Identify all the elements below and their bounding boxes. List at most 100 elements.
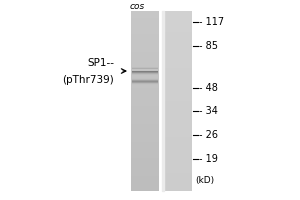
Bar xyxy=(130,101,159,104)
Bar xyxy=(130,56,159,59)
Bar xyxy=(130,108,159,110)
Bar xyxy=(164,52,192,54)
Text: - 85: - 85 xyxy=(199,41,218,51)
Bar xyxy=(130,119,159,122)
Bar xyxy=(130,74,159,77)
Bar xyxy=(164,137,192,140)
Bar xyxy=(164,41,192,43)
Bar xyxy=(164,11,192,13)
Text: - 48: - 48 xyxy=(199,83,218,93)
Bar xyxy=(164,122,192,124)
Bar xyxy=(164,59,192,61)
Text: - 117: - 117 xyxy=(199,17,224,27)
Bar xyxy=(130,135,159,137)
Bar xyxy=(164,29,192,32)
Bar xyxy=(164,176,192,178)
Bar xyxy=(130,146,159,149)
Bar xyxy=(130,160,159,162)
Bar xyxy=(130,65,159,68)
Bar xyxy=(164,16,192,18)
Bar xyxy=(164,160,192,162)
Bar xyxy=(164,149,192,151)
Bar xyxy=(130,52,159,54)
Bar xyxy=(130,113,159,115)
Bar xyxy=(130,68,159,70)
Bar xyxy=(164,38,192,41)
Bar xyxy=(164,72,192,74)
Bar xyxy=(130,16,159,18)
Bar xyxy=(130,142,159,144)
Bar xyxy=(130,95,159,97)
Bar xyxy=(164,32,192,34)
Bar xyxy=(164,27,192,29)
Bar xyxy=(164,25,192,27)
Bar xyxy=(164,108,192,110)
Bar xyxy=(130,47,159,50)
Bar xyxy=(130,158,159,160)
Bar xyxy=(164,45,192,47)
Bar xyxy=(164,158,192,160)
Bar xyxy=(164,131,192,133)
Bar xyxy=(130,137,159,140)
Bar xyxy=(130,88,159,90)
Bar xyxy=(164,88,192,90)
Bar xyxy=(164,117,192,119)
Bar xyxy=(164,92,192,95)
Bar xyxy=(130,187,159,189)
Bar xyxy=(130,126,159,128)
Text: cos: cos xyxy=(130,2,145,11)
Bar xyxy=(164,189,192,191)
Bar xyxy=(130,61,159,63)
Bar xyxy=(130,185,159,187)
Bar xyxy=(130,151,159,153)
Bar xyxy=(164,18,192,20)
Bar xyxy=(130,11,159,13)
Bar xyxy=(164,110,192,113)
Bar xyxy=(130,110,159,113)
Bar xyxy=(164,79,192,81)
Bar xyxy=(130,117,159,119)
Bar xyxy=(130,99,159,101)
Bar xyxy=(164,99,192,101)
Bar xyxy=(164,185,192,187)
Bar xyxy=(164,173,192,176)
Bar xyxy=(130,162,159,164)
Bar xyxy=(130,83,159,86)
Bar xyxy=(130,70,159,72)
Bar xyxy=(164,101,192,104)
Bar xyxy=(130,34,159,36)
Bar xyxy=(130,115,159,117)
Bar xyxy=(130,90,159,92)
Bar xyxy=(130,43,159,45)
Bar xyxy=(164,106,192,108)
Bar xyxy=(130,13,159,16)
Bar xyxy=(164,74,192,77)
Bar xyxy=(164,115,192,117)
Bar xyxy=(164,169,192,171)
Bar xyxy=(130,54,159,56)
Bar xyxy=(130,149,159,151)
Bar xyxy=(130,36,159,38)
Bar xyxy=(164,171,192,173)
Bar xyxy=(164,142,192,144)
Bar xyxy=(130,41,159,43)
Bar xyxy=(164,86,192,88)
Bar xyxy=(130,72,159,74)
Bar xyxy=(164,34,192,36)
Bar xyxy=(164,81,192,83)
Bar xyxy=(130,140,159,142)
Bar xyxy=(130,86,159,88)
Bar xyxy=(130,45,159,47)
Bar xyxy=(164,20,192,23)
Bar xyxy=(164,124,192,126)
Bar xyxy=(164,140,192,142)
Bar xyxy=(130,81,159,83)
Bar xyxy=(164,164,192,167)
Bar xyxy=(164,113,192,115)
Bar xyxy=(130,171,159,173)
Bar xyxy=(164,178,192,180)
Bar xyxy=(130,59,159,61)
Bar xyxy=(130,97,159,99)
Bar xyxy=(130,155,159,158)
Bar xyxy=(130,153,159,155)
